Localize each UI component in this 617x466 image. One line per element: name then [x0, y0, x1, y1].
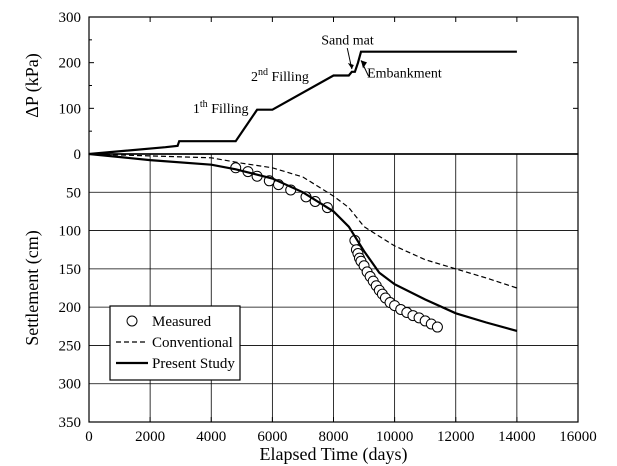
- x-axis-title: Elapsed Time (days): [260, 444, 408, 465]
- annotation-label: Embankment: [367, 66, 442, 81]
- x-tick-label: 8000: [319, 429, 349, 445]
- bottom-y-tick-label: 200: [59, 300, 82, 316]
- legend-marker-measured: [126, 315, 138, 327]
- legend-label: Conventional: [152, 335, 233, 351]
- x-tick-label: 6000: [257, 429, 287, 445]
- load-history-line: [88, 50, 517, 156]
- bottom-y-tick-label: 150: [59, 262, 82, 278]
- bottom-y-tick-label: 0: [74, 147, 82, 163]
- legend: Measured Conventional Present Study: [109, 305, 241, 381]
- x-tick-label: 14000: [498, 429, 536, 445]
- x-tick-label: 2000: [135, 429, 165, 445]
- bottom-y-axis-title: Settlement (cm): [22, 230, 43, 345]
- grid-layer: [89, 154, 578, 422]
- conventional-line: [88, 153, 518, 289]
- x-tick-label: 10000: [376, 429, 414, 445]
- bottom-y-tick-label: 50: [66, 185, 81, 201]
- bottom-y-tick-label: 100: [59, 224, 82, 240]
- bottom-y-tick-label: 350: [59, 415, 82, 431]
- legend-label: Present Study: [152, 356, 235, 372]
- x-tick-label: 16000: [559, 429, 597, 445]
- embankment-arrowhead: [361, 60, 368, 69]
- series-layer: [88, 50, 518, 333]
- annotation-label: 2nd Filling: [251, 67, 309, 85]
- x-tick-label: 12000: [437, 429, 475, 445]
- measured-point: [431, 321, 443, 333]
- sand-mat-arrowhead: [347, 63, 354, 70]
- bottom-y-tick-label: 250: [59, 338, 82, 354]
- top-y-axis-title: ΔP (kPa): [22, 53, 43, 117]
- legend-label: Measured: [152, 314, 212, 330]
- x-tick-label: 4000: [196, 429, 226, 445]
- bottom-y-tick-label: 300: [59, 377, 82, 393]
- x-tick-label: 0: [85, 429, 93, 445]
- present-study-line: [88, 152, 518, 332]
- annotation-label: 1th Filling: [193, 99, 249, 117]
- top-y-tick-label: 300: [59, 10, 82, 26]
- axes-layer: [88, 16, 579, 423]
- annotation-label: Sand mat: [321, 33, 374, 48]
- top-y-tick-label: 100: [59, 101, 82, 117]
- top-y-tick-label: 200: [59, 56, 82, 72]
